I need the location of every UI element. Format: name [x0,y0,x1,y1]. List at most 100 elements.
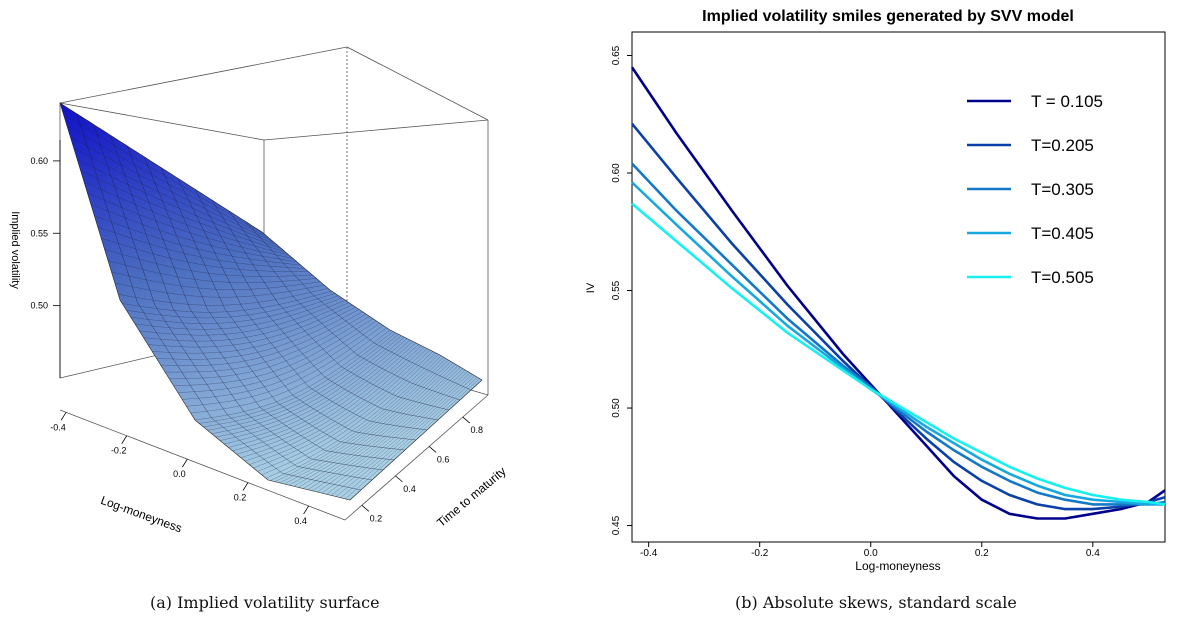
mesh-line [186,325,384,407]
mesh-line [104,249,313,277]
mesh-line [245,346,425,462]
x-axis-ticks: -0.4 -0.2 0.0 0.2 0.4 [640,542,1100,559]
mesh-line [107,260,317,283]
mesh-line [232,342,416,452]
y-tick-label: 0.50 [611,398,622,418]
mesh-line [228,341,414,448]
legend: T = 0.105 T=0.205 T=0.305 T=0.405 T=0.505 [967,92,1103,287]
mesh-line [111,271,321,290]
mesh-line [307,366,461,490]
mesh-line [219,338,408,441]
x-tick-mark [60,412,67,421]
mesh-line [317,369,466,493]
mesh-line [265,354,439,479]
volatility-surface-chart: 0.50 0.55 0.60 -0.4 -0.2 0.0 0.2 0.4 0.2 0.4 0.6… [9,46,509,535]
y-tick-label: 0.8 [471,425,484,435]
series-line-1 [630,122,1166,511]
plot-frame [631,31,1166,543]
y-axis-label: Time to maturity [434,464,509,530]
mesh-line [215,336,405,438]
legend-label-2: T=0.305 [1031,180,1094,199]
mesh-line [147,304,353,348]
mesh-line [211,335,402,434]
x-tick-label: 0.2 [975,548,989,559]
series-line-4 [631,202,1166,506]
x-tick-mark [242,482,249,491]
x-tick-label: -0.2 [751,548,769,559]
y-axis-label: IV [585,282,597,293]
mesh-line [126,293,336,319]
mesh-line [134,297,343,330]
x-axis-label: Log-moneyness [855,559,940,573]
y-tick-label: 0.65 [611,45,622,65]
x-tick-label: -0.4 [640,548,658,559]
mesh-line [207,334,399,431]
mesh-line [73,147,278,246]
z-axis-label: Implied volatility [9,211,21,289]
x-tick-mark [182,458,188,468]
y-tick-label: 0.2 [370,513,383,523]
y-tick-mark [462,416,471,424]
x-tick-mark [121,435,128,444]
mesh-line [274,356,444,482]
mesh-line [70,136,274,243]
mesh-line [326,372,471,495]
x-tick-label: 0.0 [173,469,186,479]
legend-label-4: T=0.505 [1031,268,1094,287]
y-tick-label: 0.60 [611,163,622,183]
mesh-line [293,362,454,487]
mesh-line [203,332,396,428]
mesh-line [80,170,286,253]
mesh-line [257,351,434,472]
mesh-line [194,329,391,421]
mesh-line [173,318,374,386]
x-tick-label: -0.4 [50,422,66,432]
mesh-line [331,374,473,496]
mesh-line [335,375,475,497]
series-line-2 [631,162,1166,506]
y-tick-mark [395,475,403,483]
mesh-line [253,349,431,469]
caption-b: (b) Absolute skews, standard scale [735,593,1017,612]
mesh-line [114,282,325,298]
mesh-line [156,309,360,360]
mesh-line [182,322,380,400]
mesh-line [240,345,422,458]
volatility-surface [59,102,483,501]
mesh-line [94,215,301,266]
x-tick-label: -0.2 [111,446,127,456]
x-tick-label: 0.0 [864,548,878,559]
mesh-line [321,371,468,494]
mesh-line [340,376,478,498]
y-tick-mark [361,504,370,512]
y-tick-mark [428,446,437,453]
mesh-line [224,339,411,445]
z-tick-label: 0.55 [30,228,48,238]
mesh-line [90,204,298,262]
y-axis-ticks: 0.45 0.50 0.55 0.60 0.65 [611,45,632,535]
x-tick-label: 0.2 [234,493,247,503]
y-tick-label: 0.45 [611,515,622,535]
mesh-line [66,125,270,239]
y-tick-label: 0.4 [403,484,416,494]
legend-label-0: T = 0.105 [1031,92,1103,111]
y-tick-label: 0.6 [437,454,450,464]
x-tick-label: 0.4 [294,516,307,526]
series-line-3 [631,181,1165,506]
mesh-line [289,361,451,486]
mesh-line [177,320,377,393]
mesh-line [164,313,367,373]
mesh-line [284,359,449,485]
x-tick-mark [303,505,309,515]
mesh-line [87,192,294,259]
mesh-line [130,295,339,324]
y-tick-label: 0.55 [611,280,622,300]
chart-title: Implied volatility smiles generated by S… [702,8,1074,25]
mesh-line [199,331,394,424]
mesh-line [261,352,436,476]
mesh-line [302,365,459,489]
mesh-line [169,316,370,380]
mesh-line [122,290,332,313]
mesh-line [139,300,346,336]
mesh-line [63,114,267,236]
